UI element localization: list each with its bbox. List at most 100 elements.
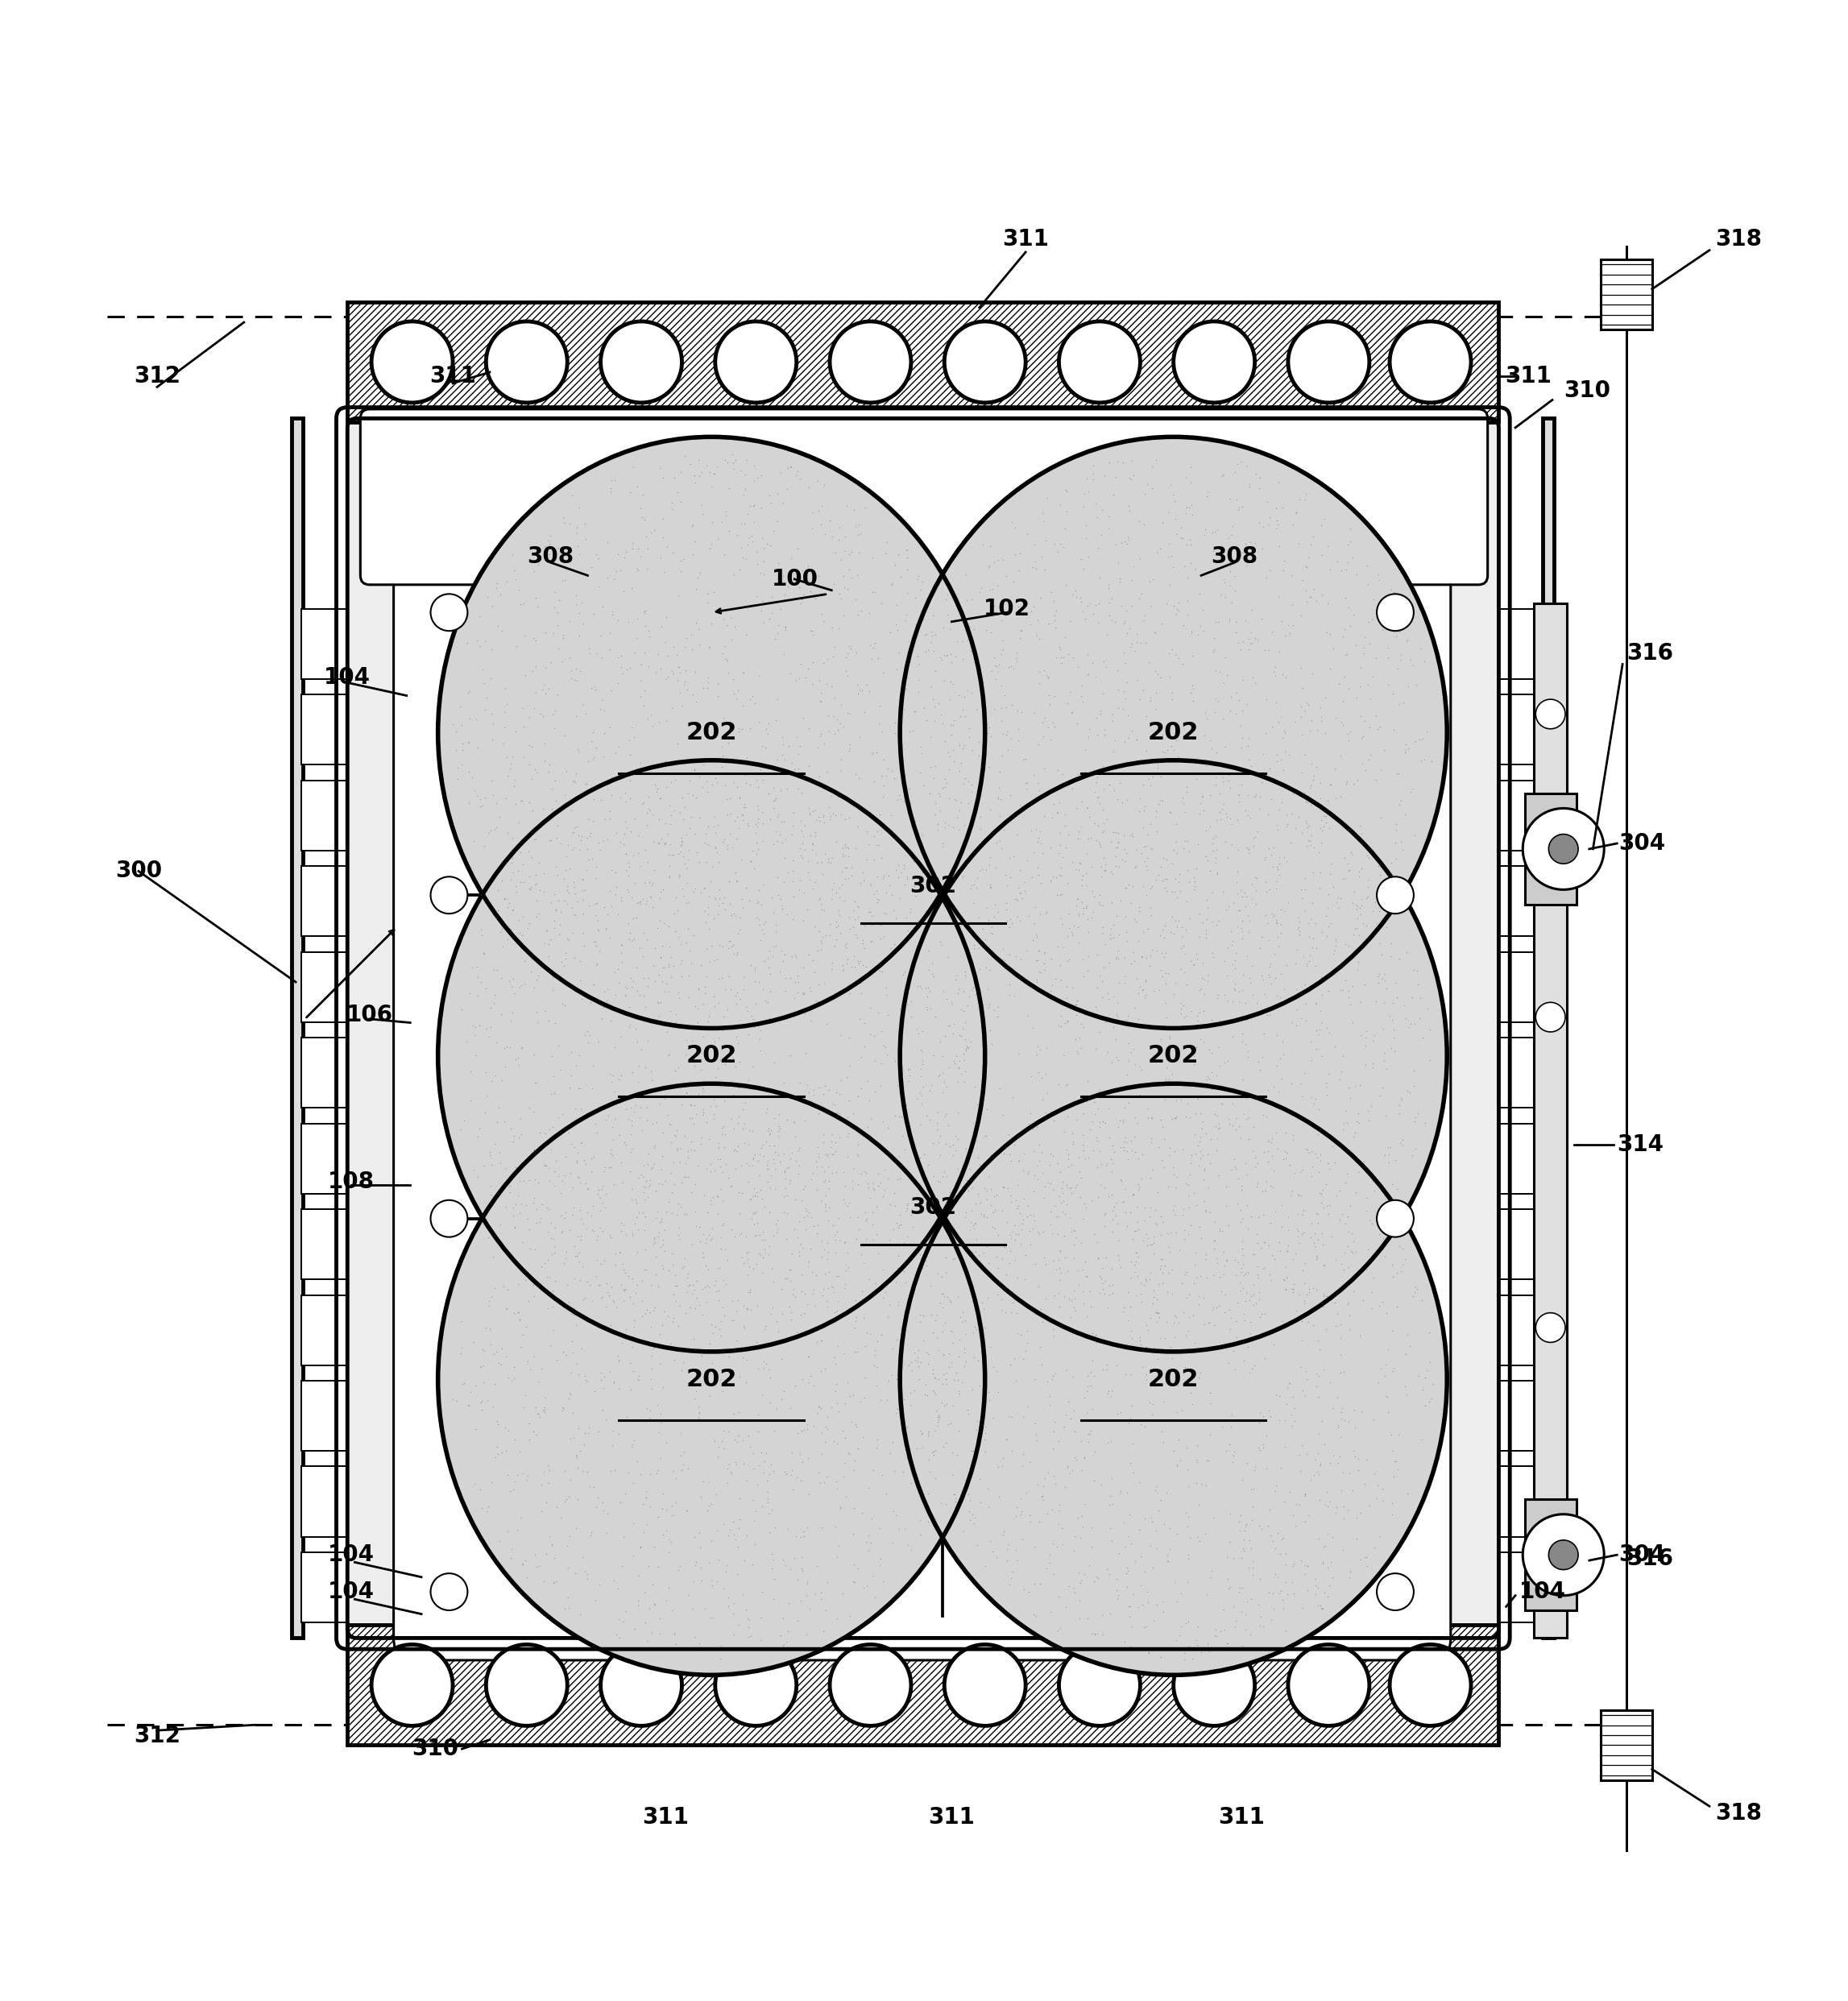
Point [806, 1185, 835, 1217]
Point [551, 1141, 580, 1173]
Point [1185, 578, 1214, 610]
Point [523, 1397, 553, 1429]
Point [1122, 664, 1151, 696]
Point [1286, 1351, 1316, 1383]
Point [713, 828, 743, 860]
Point [697, 1091, 726, 1123]
Point [750, 904, 780, 936]
Point [930, 762, 959, 794]
Point [968, 1393, 998, 1425]
Point [795, 564, 824, 596]
Point [850, 1223, 880, 1255]
Point [880, 706, 909, 738]
Point [955, 1505, 985, 1537]
Point [697, 1213, 726, 1245]
Point [1277, 798, 1307, 830]
Point [691, 976, 721, 1009]
Point [1046, 1011, 1076, 1043]
Point [1327, 1397, 1356, 1429]
Point [789, 1515, 819, 1547]
Point [1222, 1153, 1251, 1185]
Point [996, 860, 1026, 892]
Point [1364, 966, 1393, 998]
Point [514, 700, 543, 732]
Point [1076, 1113, 1105, 1145]
Point [944, 1053, 974, 1085]
Point [660, 794, 689, 826]
Point [484, 1137, 514, 1169]
Point [1205, 578, 1234, 610]
Point [612, 1219, 641, 1251]
Point [1138, 1551, 1168, 1583]
Point [643, 1197, 673, 1229]
Point [885, 1199, 915, 1231]
Point [965, 854, 994, 886]
Point [1066, 1163, 1096, 1195]
Point [793, 652, 822, 684]
Point [931, 1129, 961, 1161]
Point [926, 642, 955, 674]
Point [1240, 1287, 1270, 1319]
Point [1249, 1611, 1279, 1643]
Point [1107, 786, 1137, 818]
Point [881, 784, 911, 816]
Point [1236, 1473, 1266, 1505]
Point [835, 1201, 865, 1233]
Point [1384, 616, 1414, 648]
Point [1273, 1215, 1303, 1247]
Point [765, 818, 795, 850]
Point [1002, 1501, 1031, 1533]
Point [798, 1211, 828, 1243]
Point [739, 488, 769, 520]
Point [449, 1367, 479, 1399]
Point [1417, 1383, 1447, 1415]
Point [1301, 1579, 1331, 1611]
Point [597, 472, 626, 504]
Point [726, 1151, 756, 1183]
Point [1094, 1271, 1124, 1303]
Point [828, 868, 857, 900]
Point [482, 1439, 512, 1471]
Point [1168, 780, 1198, 812]
Point [809, 648, 839, 680]
Point [519, 1135, 549, 1167]
Point [1035, 830, 1064, 862]
Point [1088, 1199, 1118, 1231]
Point [972, 1121, 1002, 1153]
Point [948, 1013, 978, 1045]
Point [1157, 848, 1186, 880]
Point [1135, 1637, 1164, 1669]
Point [1364, 894, 1393, 926]
Point [861, 1369, 891, 1401]
Point [1087, 916, 1116, 948]
Point [1057, 1455, 1087, 1487]
Point [1203, 514, 1233, 546]
Point [1281, 498, 1310, 530]
Point [1203, 982, 1233, 1015]
Point [567, 1455, 597, 1487]
Point [839, 1519, 869, 1551]
Point [1129, 1269, 1159, 1301]
Point [817, 1139, 846, 1171]
Point [756, 486, 785, 518]
Point [926, 1287, 955, 1319]
Point [1172, 1365, 1201, 1397]
Point [915, 976, 944, 1009]
Point [848, 1421, 878, 1453]
Point [808, 1151, 837, 1183]
Point [976, 1139, 1005, 1171]
Point [835, 1381, 865, 1413]
Point [671, 1161, 700, 1193]
Point [974, 1161, 1003, 1193]
Point [965, 932, 994, 964]
Point [675, 1579, 704, 1611]
Point [529, 668, 558, 700]
Point [771, 842, 800, 874]
Point [1088, 814, 1118, 846]
Point [881, 1069, 911, 1101]
Point [1283, 1215, 1312, 1247]
Point [643, 1501, 673, 1533]
Point [455, 726, 484, 758]
Point [1096, 1513, 1125, 1545]
Point [1297, 1045, 1327, 1077]
